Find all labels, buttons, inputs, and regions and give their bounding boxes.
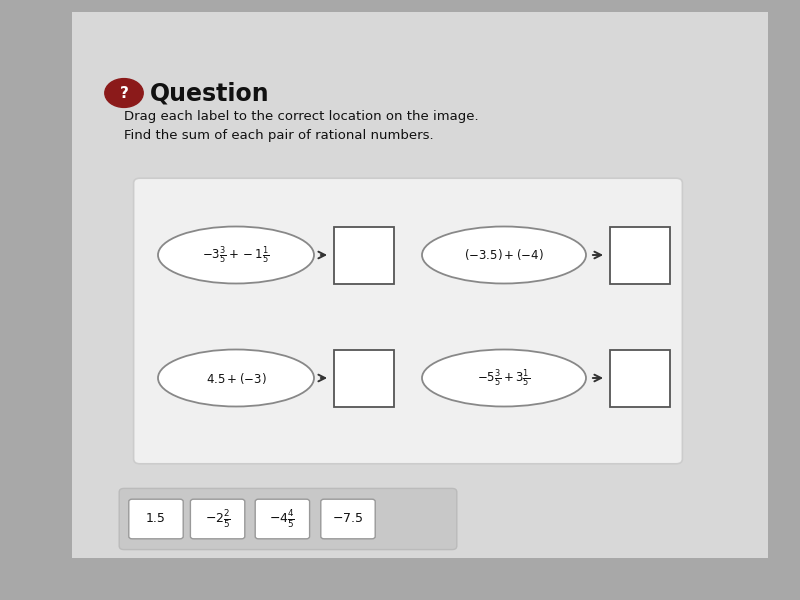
FancyBboxPatch shape xyxy=(334,349,394,407)
FancyBboxPatch shape xyxy=(190,499,245,539)
FancyBboxPatch shape xyxy=(334,227,394,283)
Text: Find the sum of each pair of rational numbers.: Find the sum of each pair of rational nu… xyxy=(124,128,434,142)
FancyBboxPatch shape xyxy=(119,488,457,550)
Text: Drag each label to the correct location on the image.: Drag each label to the correct location … xyxy=(124,110,478,124)
FancyBboxPatch shape xyxy=(129,499,183,539)
Text: $-3\frac{3}{5} + -1\frac{1}{5}$: $-3\frac{3}{5} + -1\frac{1}{5}$ xyxy=(202,244,270,266)
Ellipse shape xyxy=(422,226,586,283)
FancyBboxPatch shape xyxy=(134,178,682,464)
Ellipse shape xyxy=(158,349,314,407)
Text: Question: Question xyxy=(150,81,270,105)
FancyBboxPatch shape xyxy=(610,227,670,283)
Text: $-4\frac{4}{5}$: $-4\frac{4}{5}$ xyxy=(270,508,295,530)
Text: 1.5: 1.5 xyxy=(146,512,166,526)
FancyBboxPatch shape xyxy=(255,499,310,539)
Text: $-7.5$: $-7.5$ xyxy=(332,512,364,526)
Text: $(-3.5) + (-4)$: $(-3.5) + (-4)$ xyxy=(464,247,544,263)
FancyBboxPatch shape xyxy=(610,349,670,407)
FancyBboxPatch shape xyxy=(72,12,768,558)
Circle shape xyxy=(105,79,143,107)
Text: ?: ? xyxy=(119,85,129,100)
Ellipse shape xyxy=(158,226,314,283)
FancyBboxPatch shape xyxy=(321,499,375,539)
Ellipse shape xyxy=(422,349,586,407)
Text: $4.5 + (-3)$: $4.5 + (-3)$ xyxy=(206,370,266,385)
Text: $-5\frac{3}{5} + 3\frac{1}{5}$: $-5\frac{3}{5} + 3\frac{1}{5}$ xyxy=(478,367,530,389)
Text: $-2\frac{2}{5}$: $-2\frac{2}{5}$ xyxy=(205,508,230,530)
